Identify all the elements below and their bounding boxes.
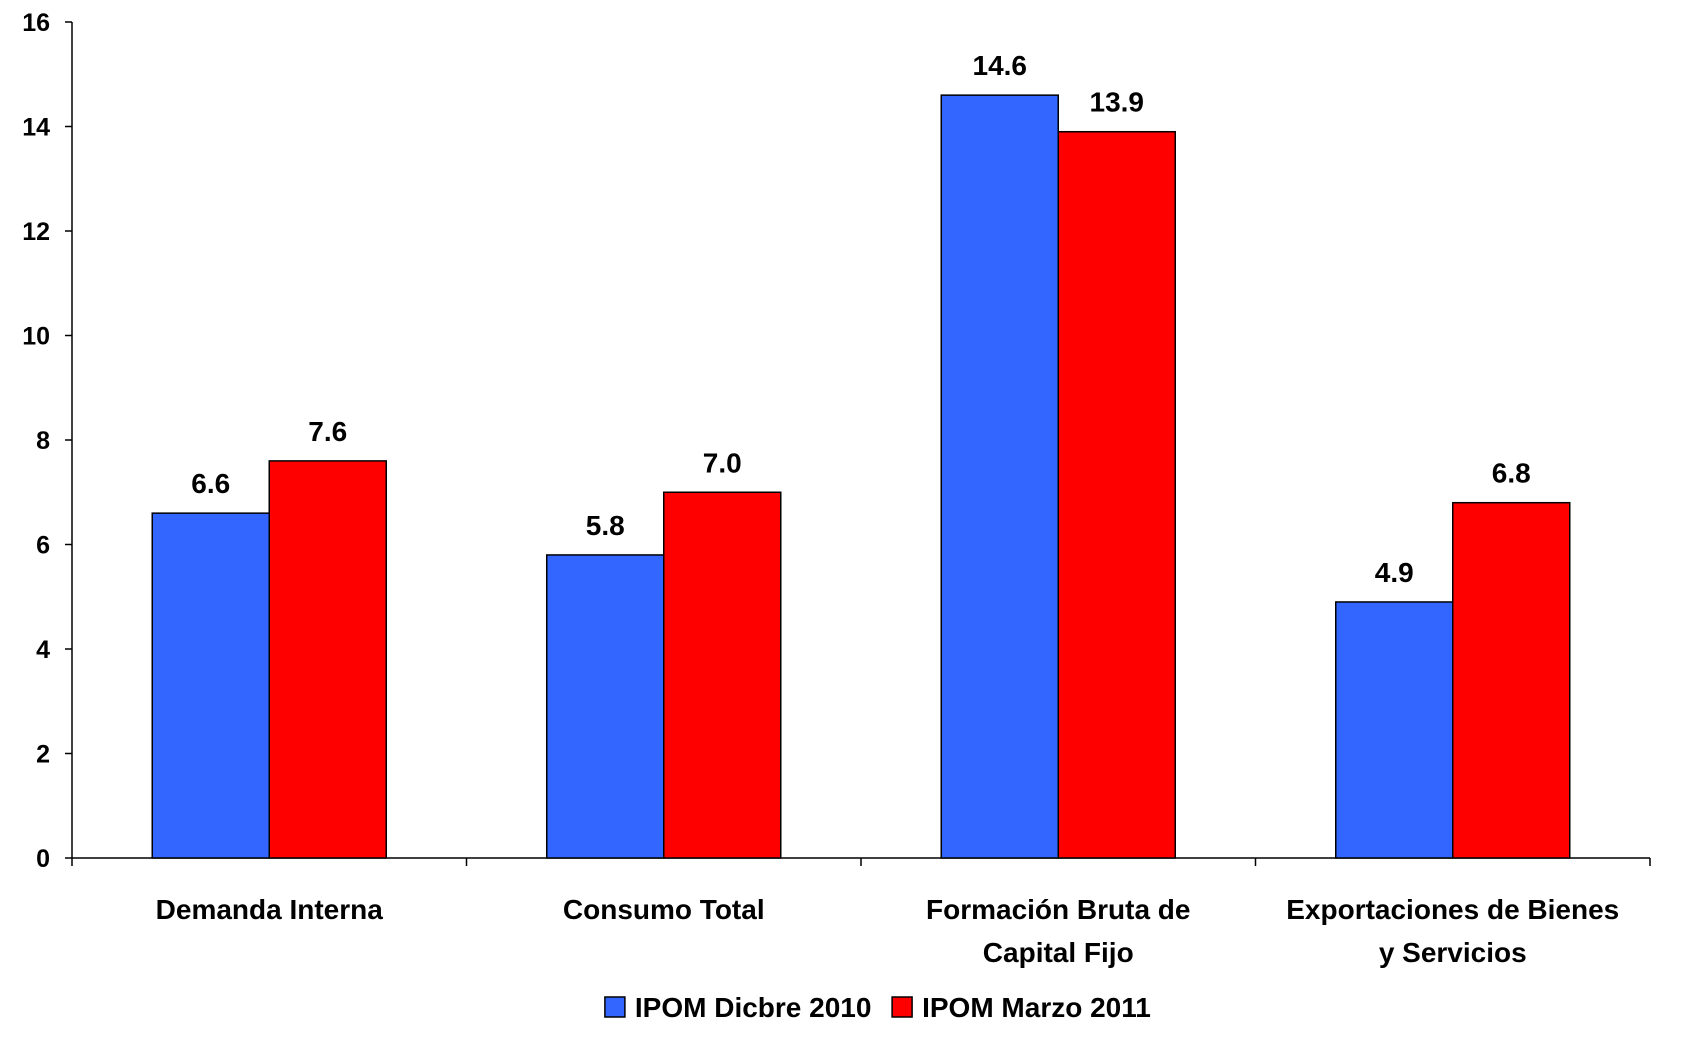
y-tick-label: 8	[36, 427, 50, 455]
y-tick-label: 16	[22, 9, 50, 37]
category-label: Consumo Total	[563, 894, 765, 925]
data-label: 7.6	[308, 416, 347, 447]
y-tick-label: 10	[22, 323, 50, 351]
data-label: 6.8	[1492, 458, 1531, 489]
legend: IPOM Dicbre 2010 IPOM Marzo 2011	[604, 992, 1151, 1023]
y-tick-label: 4	[36, 636, 50, 664]
data-labels: 6.6 5.8 14.6 4.9 7.6 7.0 13.9 6.8	[191, 50, 1530, 588]
bar	[1335, 601, 1454, 859]
category-label: y Servicios	[1379, 937, 1527, 968]
data-label: 5.8	[586, 510, 625, 541]
data-label: 6.6	[191, 468, 230, 499]
bar	[268, 460, 387, 859]
bar	[151, 512, 270, 859]
bar	[940, 94, 1059, 859]
bars	[151, 94, 1571, 859]
y-axis: 0 2 4 6 8 10 12 14 16	[22, 9, 73, 873]
category-label: Demanda Interna	[156, 894, 384, 925]
data-label: 14.6	[973, 50, 1028, 81]
legend-label: IPOM Marzo 2011	[922, 992, 1151, 1023]
y-tick-label: 2	[36, 741, 50, 769]
category-label: Capital Fijo	[983, 937, 1134, 968]
legend-swatch	[604, 996, 626, 1018]
bar	[663, 491, 782, 859]
category-label: Formación Bruta de	[926, 894, 1190, 925]
bar	[1057, 130, 1176, 859]
y-tick-label: 6	[36, 532, 50, 560]
category-label: Exportaciones de Bienes	[1286, 894, 1619, 925]
data-label: 13.9	[1090, 87, 1145, 118]
bar	[1452, 501, 1571, 859]
x-axis	[71, 857, 1651, 866]
category-labels: Demanda Interna Consumo Total Formación Br…	[156, 894, 1620, 968]
legend-label: IPOM Dicbre 2010	[635, 992, 872, 1023]
y-tick-label: 14	[22, 114, 50, 142]
data-label: 7.0	[703, 447, 742, 478]
bar	[546, 554, 665, 859]
y-tick-label: 12	[22, 218, 50, 246]
y-tick-label: 0	[36, 845, 50, 873]
data-label: 4.9	[1375, 557, 1414, 588]
legend-swatch	[891, 996, 913, 1018]
